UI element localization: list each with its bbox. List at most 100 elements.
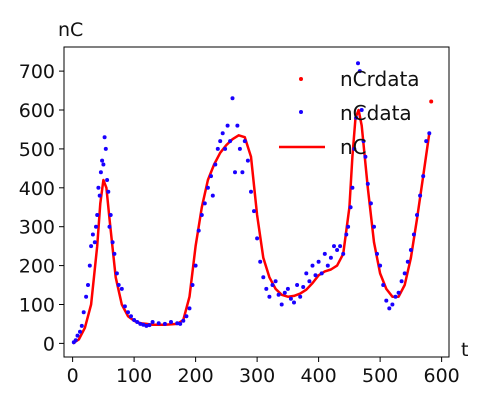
legend-label-nCrdata: nCrdata [340, 67, 420, 91]
data-point-nCdata [220, 131, 225, 136]
x-tick-label: 600 [423, 365, 459, 387]
data-point-nCdata [375, 251, 379, 256]
data-point-nCdata [359, 108, 364, 112]
data-point-nCdata [264, 286, 269, 291]
x-tick-label: 200 [177, 365, 213, 387]
data-point-nCdata [378, 263, 383, 268]
legend: nCrdata nCdata nC [279, 67, 420, 159]
data-point-nCdata [350, 185, 355, 190]
data-point-nCdata [357, 69, 362, 74]
legend-label-nCdata: nCdata [340, 101, 412, 125]
data-point-nCdata [282, 290, 287, 295]
data-point-nCdata [242, 139, 247, 144]
data-point-nCdata [73, 338, 78, 343]
y-tick-label: 100 [19, 294, 55, 316]
data-point-nCdata [267, 294, 272, 299]
data-point-nCdata [89, 244, 94, 249]
data-point-nCdata [230, 96, 235, 101]
data-point-nCdata [396, 290, 401, 295]
data-point-nCdata [218, 139, 223, 144]
data-point-nCdata [368, 201, 373, 206]
data-point-nCdata [184, 314, 189, 319]
data-point-nCdata [233, 170, 237, 175]
data-point-nCdata [245, 158, 250, 163]
y-tick-label: 400 [19, 178, 55, 200]
data-point-nCdata [144, 323, 149, 328]
data-point-nCdata [175, 321, 180, 326]
data-point-nCdata [87, 263, 92, 268]
data-point-nCdata [356, 61, 360, 66]
data-point-nCdata [225, 123, 230, 128]
data-point-nCdata [126, 310, 130, 315]
data-point-nCdata [132, 318, 137, 322]
data-point-nCdata [319, 271, 324, 276]
data-point-nCdata [270, 283, 275, 287]
x-tick-label: 400 [300, 365, 336, 387]
data-point-nCdata [402, 271, 407, 276]
data-point-nCdata [102, 135, 107, 140]
data-point-nCdata [215, 146, 220, 151]
data-point-nCdata [301, 285, 306, 289]
data-point-nCdata [228, 139, 233, 144]
data-point-nCdata [424, 139, 429, 144]
data-point-nCdata [178, 321, 183, 326]
legend-label-nC: nC [340, 135, 367, 159]
data-point-nCdata [84, 294, 89, 299]
data-point-nCdata [276, 292, 281, 297]
data-point-nCdata [237, 146, 242, 151]
data-point-nCdata [78, 329, 82, 334]
data-point-nCdata [285, 286, 290, 291]
legend-marker-nCrdata [299, 77, 303, 81]
data-point-nCdata [196, 228, 201, 233]
data-point-nCdata [295, 283, 300, 287]
data-point-nCdata [384, 298, 389, 303]
data-point-nCdata [399, 279, 404, 284]
data-point-nCdata [363, 154, 368, 159]
data-point-nCdata [273, 279, 278, 284]
data-point-nCdata [258, 259, 263, 264]
data-point-nCdata [95, 213, 100, 217]
data-point-nCdata [119, 286, 124, 291]
data-point-nCdata [415, 213, 419, 217]
data-point-nCdata [147, 323, 152, 328]
data-point-nCdata [141, 322, 146, 327]
data-point-nCdata [103, 146, 108, 151]
series-line-nC [71, 108, 431, 345]
data-point-nCdata [344, 232, 349, 237]
data-point-nCdata [304, 271, 309, 276]
data-point-nCdata [97, 193, 102, 198]
data-point-nCdata [114, 271, 119, 276]
data-point-nCdata [96, 185, 101, 190]
data-point-nCdata [335, 248, 340, 252]
data-point-nCdata [421, 174, 426, 179]
data-point-nCdata [352, 146, 357, 151]
data-point-nCdata [261, 275, 266, 280]
data-point-nCdata [86, 283, 90, 287]
data-point-nCdata [169, 320, 173, 324]
x-axis-title: t [461, 339, 468, 361]
data-point-nCdata [235, 123, 240, 128]
data-point-nCdata [411, 232, 416, 237]
data-point-nCdata [427, 131, 432, 136]
data-point-nCdata [418, 193, 423, 198]
ticks-layer: 0 100 200 300 400 500 600 0 100 200 300 400 500 600 70… [19, 61, 460, 387]
data-point-nCdata [213, 162, 218, 167]
data-point-nCdata [346, 224, 351, 229]
y-tick-label: 600 [19, 100, 55, 122]
data-layer [71, 61, 434, 345]
data-point-nCdata [181, 318, 186, 323]
data-point-nCdata [298, 294, 303, 299]
x-tick-label: 0 [67, 365, 79, 387]
data-point-nCdata [405, 259, 410, 264]
data-point-nCdata [112, 251, 117, 256]
data-point-nCdata [338, 244, 343, 249]
data-point-nCdata [365, 181, 370, 186]
x-tick-label: 100 [116, 365, 152, 387]
data-point-nCdata [138, 321, 143, 326]
data-point-nCdata [202, 201, 207, 206]
data-point-nCdata [332, 244, 336, 249]
y-axis-title: nC [58, 19, 83, 41]
data-point-nCdata [252, 209, 256, 214]
data-point-nCdata [150, 320, 155, 324]
data-point-nCdata [249, 189, 253, 194]
